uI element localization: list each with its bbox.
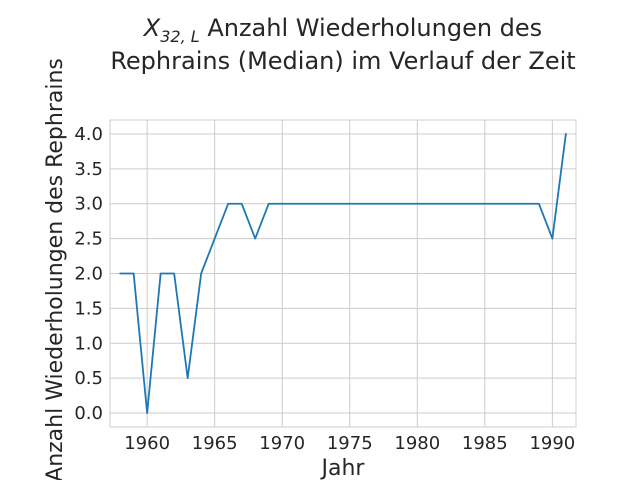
- chart-title-line-2: Rephrains (Median) im Verlauf der Zeit: [110, 47, 575, 75]
- y-tick-label: 2.5: [74, 229, 103, 250]
- y-tick-label: 0.5: [74, 368, 103, 389]
- title-line-1-text: Anzahl Wiederholungen des: [200, 14, 542, 42]
- y-tick-label: 3.5: [74, 159, 103, 180]
- x-tick-label: 1985: [462, 433, 508, 454]
- y-axis-label: Anzahl Wiederholungen des Rephrains: [43, 58, 68, 480]
- x-tick-label: 1980: [394, 433, 440, 454]
- y-tick-label: 1.5: [74, 298, 103, 319]
- x-tick-label: 1990: [529, 433, 575, 454]
- x-tick-label: 1965: [192, 433, 238, 454]
- series-line: [119, 133, 567, 414]
- x-axis-label: Jahr: [320, 456, 366, 480]
- y-tick-label: 2.0: [74, 264, 103, 285]
- title-math-symbol: X: [142, 14, 161, 42]
- y-tick-label: 0.0: [74, 403, 103, 424]
- x-tick-label: 1975: [327, 433, 373, 454]
- chart-title-line-1: X32, L Anzahl Wiederholungen des: [142, 14, 542, 46]
- series-layer: [119, 133, 567, 414]
- y-tick-label: 1.0: [74, 333, 103, 354]
- plot-frame: [109, 119, 577, 428]
- tick-label-layer: 1960 1965 1970 1975 1980 1985 1990 0.0 0.5 1.0 1.5…: [74, 124, 575, 454]
- y-tick-label: 3.0: [74, 194, 103, 215]
- x-tick-label: 1960: [124, 433, 170, 454]
- title-math-subscript: 32, L: [160, 27, 199, 46]
- y-tick-label: 4.0: [74, 124, 103, 145]
- x-tick-label: 1970: [259, 433, 305, 454]
